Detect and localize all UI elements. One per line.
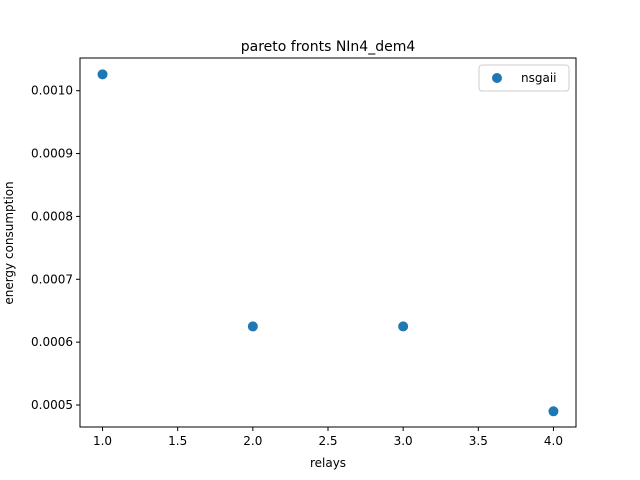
y-tick-label: 0.0006: [31, 335, 73, 349]
x-tick-label: 3.0: [394, 434, 413, 448]
data-point: [97, 69, 108, 80]
x-tick-label: 2.0: [243, 434, 262, 448]
x-axis-label: relays: [310, 456, 346, 470]
y-tick-label: 0.0005: [31, 398, 73, 412]
y-tick-label: 0.0008: [31, 209, 73, 223]
y-axis: 0.0005 0.0006 0.0007 0.0008 0.0009 0.0010: [31, 84, 80, 412]
x-tick-label: 1.5: [168, 434, 187, 448]
y-tick-label: 0.0009: [31, 147, 73, 161]
legend-label: nsgaii: [521, 71, 557, 85]
legend-box: [478, 64, 570, 92]
x-tick-label: 4.0: [544, 434, 563, 448]
y-tick-label: 0.0010: [31, 84, 73, 98]
x-tick-label: 3.5: [469, 434, 488, 448]
data-point: [247, 321, 258, 332]
chart-title: pareto fronts NIn4_dem4: [241, 39, 416, 55]
legend: nsgaii: [478, 64, 570, 92]
data-point: [548, 406, 559, 417]
x-axis: 1.0 1.5 2.0 2.5 3.0 3.5 4.0: [93, 427, 563, 448]
y-tick-label: 0.0007: [31, 272, 73, 286]
scatter-points: [97, 69, 559, 417]
y-axis-label: energy consumption: [2, 181, 16, 304]
data-point: [398, 321, 409, 332]
legend-marker: [492, 73, 502, 83]
x-tick-label: 2.5: [318, 434, 337, 448]
x-tick-label: 1.0: [93, 434, 112, 448]
